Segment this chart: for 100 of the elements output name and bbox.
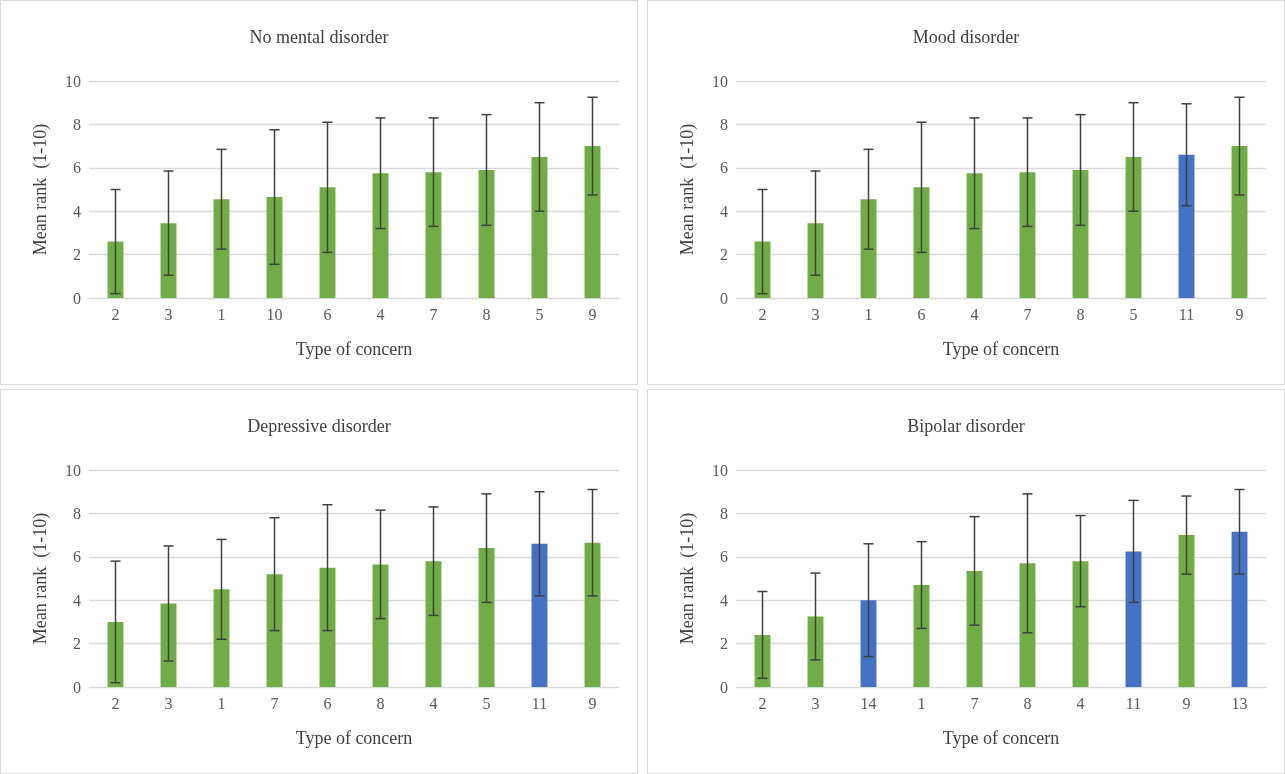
x-tick-label: 5 [482, 694, 491, 712]
chart-title: Mood disorder [912, 27, 1020, 47]
bar [213, 589, 230, 687]
bar [266, 197, 283, 298]
x-tick-label: 3 [811, 694, 820, 712]
x-tick-label: 6 [323, 305, 332, 323]
x-tick-label: 13 [1231, 694, 1248, 712]
x-tick-label: 2 [111, 305, 120, 323]
y-tick-label: 10 [712, 461, 728, 479]
y-tick-label: 6 [720, 159, 728, 177]
bar [213, 199, 230, 298]
y-tick-label: 8 [73, 115, 81, 133]
y-axis-title: Mean rank (1-10) [30, 512, 51, 645]
bar [1125, 156, 1142, 298]
x-tick-label: 9 [1235, 305, 1244, 323]
y-tick-label: 8 [720, 504, 728, 522]
bar [913, 187, 930, 298]
bar [425, 172, 442, 298]
y-tick-label: 4 [720, 591, 728, 609]
x-tick-label: 3 [164, 694, 173, 712]
x-tick-label: 1 [217, 305, 226, 323]
chart-title: Depressive disorder [247, 416, 391, 436]
y-tick-label: 6 [73, 548, 81, 566]
bar [319, 187, 336, 298]
x-axis-title: Type of concern [295, 728, 413, 748]
y-tick-label: 4 [73, 202, 81, 220]
bar [966, 173, 983, 298]
y-tick-label: 0 [720, 289, 728, 307]
y-tick-label: 0 [73, 678, 81, 696]
bar [425, 561, 442, 687]
y-axis-title: Mean rank (1-10) [30, 123, 51, 256]
bar [1019, 172, 1036, 298]
bar [584, 146, 601, 298]
y-tick-label: 10 [65, 461, 81, 479]
x-axis-title: Type of concern [942, 728, 1060, 748]
bar [478, 548, 495, 687]
x-tick-label: 7 [970, 694, 979, 712]
x-tick-label: 11 [1178, 305, 1195, 323]
x-tick-label: 2 [758, 305, 767, 323]
x-tick-label: 9 [588, 694, 597, 712]
y-tick-label: 2 [720, 246, 728, 264]
x-tick-label: 3 [811, 305, 820, 323]
y-tick-label: 2 [73, 246, 81, 264]
bar [1231, 531, 1248, 687]
y-tick-label: 4 [720, 202, 728, 220]
bar [913, 585, 930, 687]
x-tick-label: 3 [164, 305, 173, 323]
y-tick-label: 6 [73, 159, 81, 177]
x-tick-label: 7 [270, 694, 279, 712]
bar [860, 199, 877, 298]
bar [1231, 146, 1248, 298]
bar [478, 169, 495, 298]
y-tick-label: 10 [712, 72, 728, 90]
x-tick-label: 4 [376, 305, 385, 323]
bar [531, 156, 548, 298]
y-tick-label: 4 [73, 591, 81, 609]
y-tick-label: 2 [73, 635, 81, 653]
bar [1072, 561, 1089, 687]
x-tick-label: 1 [917, 694, 926, 712]
x-tick-label: 5 [535, 305, 544, 323]
x-tick-label: 1 [864, 305, 873, 323]
x-tick-label: 4 [1076, 694, 1085, 712]
x-tick-label: 4 [429, 694, 438, 712]
y-tick-label: 0 [720, 678, 728, 696]
chart-title: No mental disorder [249, 27, 389, 47]
x-tick-label: 10 [266, 305, 283, 323]
y-tick-label: 0 [73, 289, 81, 307]
y-tick-label: 8 [720, 115, 728, 133]
y-axis-title: Mean rank (1-10) [677, 512, 698, 645]
x-tick-label: 8 [482, 305, 491, 323]
x-tick-label: 11 [531, 694, 548, 712]
x-tick-label: 6 [323, 694, 332, 712]
bar [966, 570, 983, 687]
x-tick-label: 7 [429, 305, 438, 323]
x-tick-label: 8 [376, 694, 385, 712]
bar [319, 567, 336, 687]
x-tick-label: 8 [1076, 305, 1085, 323]
chart-title: Bipolar disorder [907, 416, 1025, 436]
x-tick-label: 8 [1023, 694, 1032, 712]
x-axis-title: Type of concern [295, 339, 413, 359]
bar [372, 564, 389, 687]
bar [584, 542, 601, 687]
y-tick-label: 2 [720, 635, 728, 653]
x-tick-label: 11 [1125, 694, 1142, 712]
x-tick-label: 1 [217, 694, 226, 712]
x-tick-label: 2 [758, 694, 767, 712]
y-tick-label: 6 [720, 548, 728, 566]
bar [266, 574, 283, 687]
bar [807, 616, 824, 687]
bar [1072, 169, 1089, 298]
bar [1178, 154, 1195, 298]
x-tick-label: 2 [111, 694, 120, 712]
x-tick-label: 9 [588, 305, 597, 323]
x-tick-label: 7 [1023, 305, 1032, 323]
y-tick-label: 8 [73, 504, 81, 522]
y-axis-title: Mean rank (1-10) [677, 123, 698, 256]
bar [531, 543, 548, 687]
x-tick-label: 6 [917, 305, 926, 323]
x-tick-label: 14 [860, 694, 877, 712]
bar [1178, 535, 1195, 687]
